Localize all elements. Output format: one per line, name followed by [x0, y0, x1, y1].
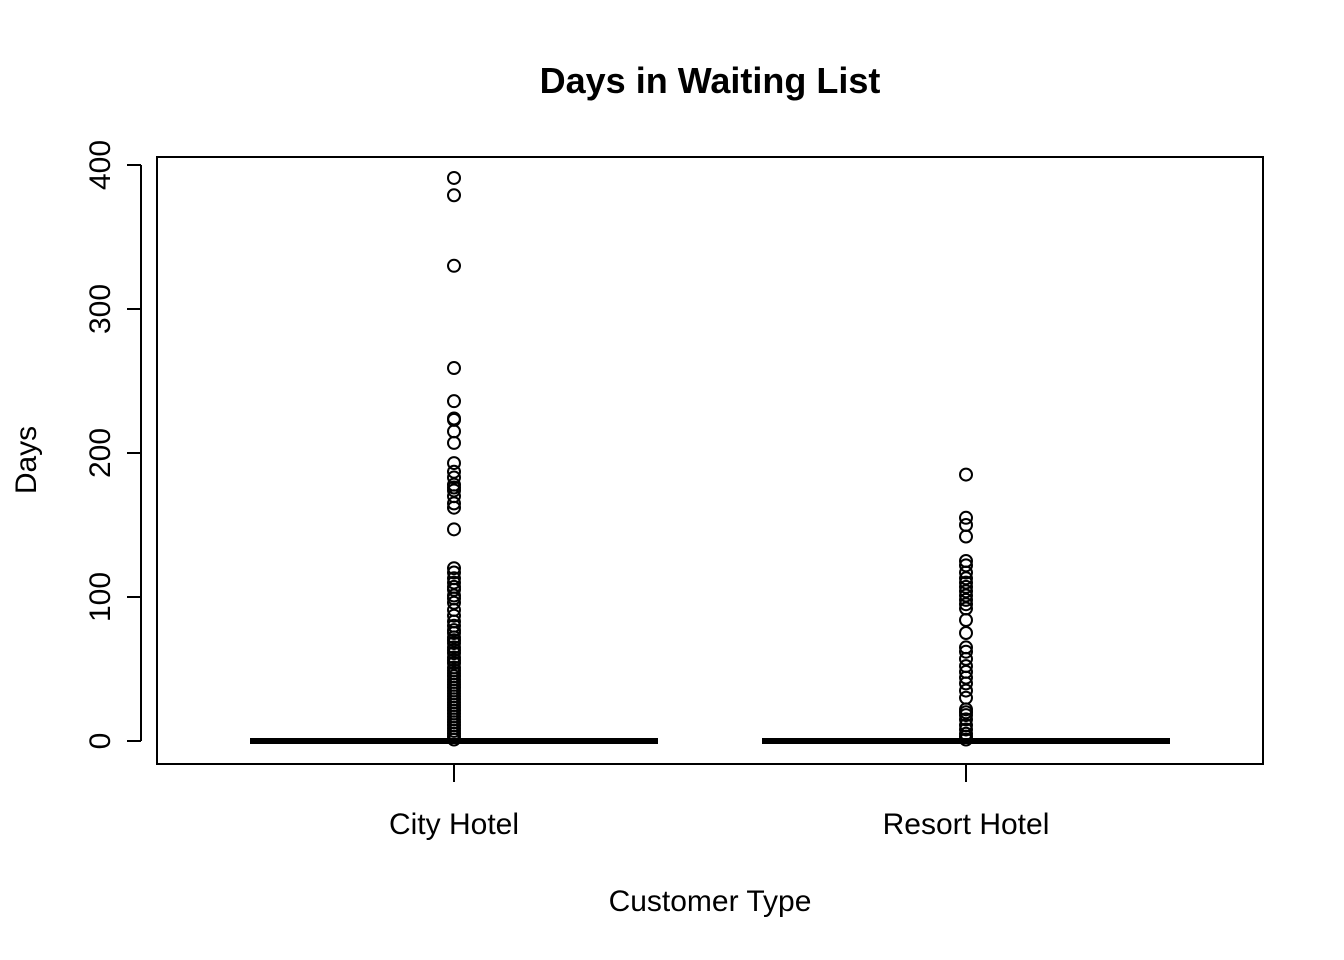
plot-frame: [156, 156, 1264, 765]
chart-title: Days in Waiting List: [540, 60, 881, 101]
x-tick-label: City Hotel: [389, 808, 519, 841]
outlier-point: [447, 522, 461, 537]
outlier-point: [959, 613, 973, 628]
outlier-point: [959, 708, 973, 723]
outlier-point: [959, 529, 973, 544]
outlier-point: [447, 188, 461, 203]
outlier-point: [447, 500, 461, 515]
outlier-point: [447, 361, 461, 376]
y-tick-label: 0: [84, 733, 117, 750]
outlier-point: [959, 597, 973, 612]
outlier-point: [447, 456, 461, 471]
x-tick-label: Resort Hotel: [883, 808, 1050, 841]
outlier-point: [447, 626, 461, 640]
box-group: [762, 467, 1170, 747]
outlier-point: [447, 170, 461, 185]
outlier-point: [959, 592, 973, 607]
y-tick-label: 300: [84, 284, 117, 334]
outlier-point: [447, 561, 461, 576]
outlier-point: [959, 722, 973, 737]
outlier-point: [959, 510, 973, 525]
outlier-point: [959, 644, 973, 659]
y-tick-label: 200: [84, 428, 117, 478]
y-tick-label: 100: [84, 572, 117, 622]
y-tick-label: 400: [84, 140, 117, 190]
box-group: [250, 170, 658, 747]
outlier-point: [447, 258, 461, 273]
outlier-point: [959, 732, 973, 747]
x-axis: City Hotel Resort Hotel: [389, 764, 1049, 841]
outlier-point: [959, 518, 973, 532]
outlier-point: [447, 435, 461, 450]
outlier-point: [959, 565, 973, 580]
outlier-point: [959, 676, 973, 691]
outlier-point: [447, 646, 461, 661]
outlier-point: [447, 496, 461, 511]
outlier-point: [959, 712, 973, 727]
outlier-point: [959, 683, 973, 698]
y-axis-label: Days: [10, 426, 43, 494]
outlier-point: [447, 732, 461, 747]
outlier-point: [447, 608, 461, 623]
outlier-point: [447, 636, 461, 651]
outlier-point: [959, 690, 973, 705]
outlier-point: [959, 626, 973, 640]
outlier-point: [447, 394, 461, 409]
box-series: [250, 170, 1170, 747]
outlier-point: [447, 565, 461, 580]
y-axis: 0 100 200 300 400: [84, 140, 142, 750]
x-axis-label: Customer Type: [609, 885, 812, 918]
outlier-point: [959, 467, 973, 482]
outlier-point: [447, 424, 461, 439]
